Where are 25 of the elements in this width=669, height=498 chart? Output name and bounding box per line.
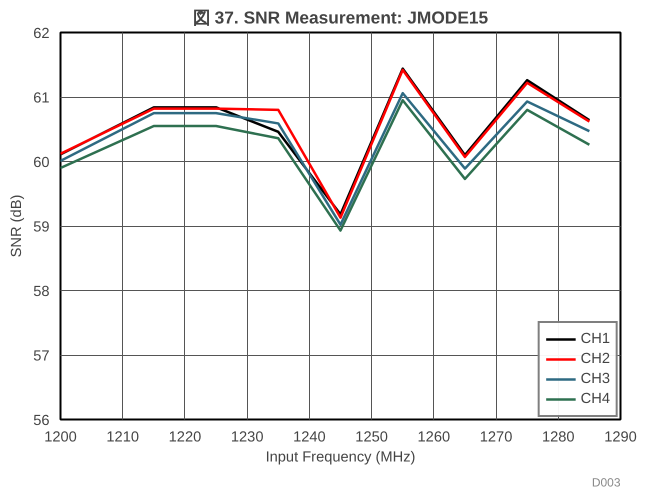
legend-label: CH2 [580, 351, 610, 367]
y-tick-label: 62 [33, 26, 50, 42]
legend-label: CH1 [580, 331, 610, 347]
x-tick-label: 1260 [418, 430, 450, 446]
text: D003 [592, 476, 621, 490]
x-tick-label: 1290 [604, 430, 637, 446]
y-tick-label: 61 [33, 90, 50, 106]
x-tick-label: 1210 [106, 430, 140, 446]
legend-label: CH4 [580, 391, 610, 407]
x-axis-title: Input Frequency (MHz) [266, 450, 416, 466]
y-tick-label: 58 [33, 284, 50, 300]
x-tick-label: 1220 [168, 430, 202, 446]
x-tick-label: 1230 [230, 430, 264, 446]
x-tick-label: 1250 [355, 430, 388, 446]
y-axis-title: SNR (dB) [9, 194, 26, 258]
y-tick-label: 57 [33, 348, 50, 364]
x-tick-label: 1270 [480, 430, 512, 446]
legend-label: CH3 [580, 371, 610, 387]
y-tick-label: 60 [33, 155, 50, 171]
chart-title: 図 37. SNR Measurement: JMODE15 [192, 8, 489, 28]
x-tick-label: 1240 [293, 430, 326, 446]
y-tick-label: 56 [33, 413, 50, 429]
x-tick-label: 1200 [44, 430, 77, 446]
y-tick-label: 59 [33, 220, 50, 236]
x-tick-label: 1280 [542, 430, 575, 446]
